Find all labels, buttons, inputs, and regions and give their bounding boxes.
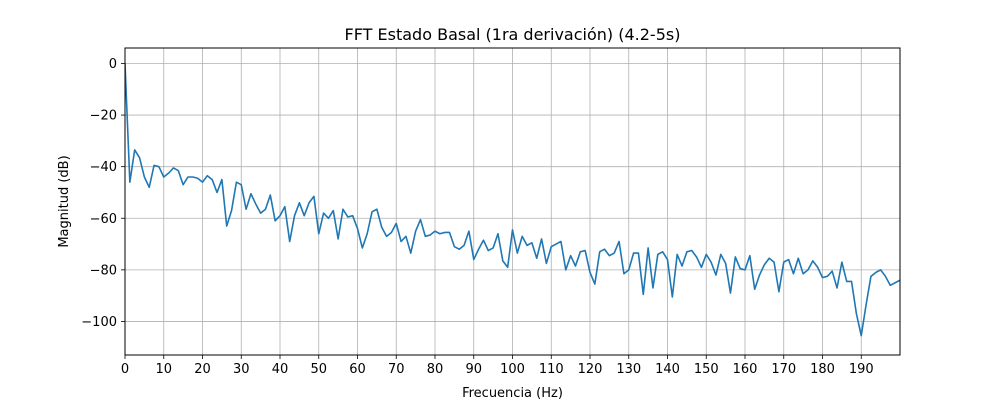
x-tick-label: 190 bbox=[849, 362, 874, 377]
series-layer bbox=[125, 63, 900, 337]
chart-title: FFT Estado Basal (1ra derivación) (4.2-5… bbox=[345, 25, 681, 44]
y-tick-label: −100 bbox=[81, 315, 117, 330]
y-tick-label: 0 bbox=[109, 57, 117, 72]
x-tick-label: 180 bbox=[810, 362, 835, 377]
x-tick-label: 120 bbox=[578, 362, 603, 377]
x-tick-label: 0 bbox=[121, 362, 129, 377]
x-tick-label: 40 bbox=[272, 362, 289, 377]
x-tick-label: 150 bbox=[694, 362, 719, 377]
x-tick-label: 80 bbox=[427, 362, 444, 377]
y-tick-label: −20 bbox=[90, 109, 117, 124]
y-tick-label: −60 bbox=[90, 212, 117, 227]
y-tick-label: −40 bbox=[90, 160, 117, 175]
x-axis-label: Frecuencia (Hz) bbox=[462, 386, 563, 400]
y-axis: 0 −20 −40 −60 −80 −100 bbox=[81, 57, 125, 330]
x-tick-label: 110 bbox=[539, 362, 564, 377]
x-tick-label: 20 bbox=[194, 362, 211, 377]
x-tick-label: 70 bbox=[388, 362, 405, 377]
x-tick-label: 60 bbox=[349, 362, 366, 377]
y-axis-label: Magnitud (dB) bbox=[57, 155, 72, 247]
x-tick-label: 170 bbox=[771, 362, 796, 377]
x-tick-label: 160 bbox=[733, 362, 758, 377]
series-line bbox=[125, 63, 900, 337]
y-tick-label: −80 bbox=[90, 263, 117, 278]
x-tick-label: 10 bbox=[155, 362, 172, 377]
x-tick-label: 100 bbox=[500, 362, 525, 377]
x-tick-label: 140 bbox=[655, 362, 680, 377]
x-tick-label: 90 bbox=[465, 362, 482, 377]
x-tick-label: 50 bbox=[310, 362, 327, 377]
x-tick-label: 30 bbox=[233, 362, 250, 377]
grid bbox=[124, 48, 900, 355]
x-tick-label: 130 bbox=[616, 362, 641, 377]
x-axis: 0 10 20 30 40 50 60 70 80 90 100 110 120 130 140 150 160… bbox=[121, 355, 874, 377]
